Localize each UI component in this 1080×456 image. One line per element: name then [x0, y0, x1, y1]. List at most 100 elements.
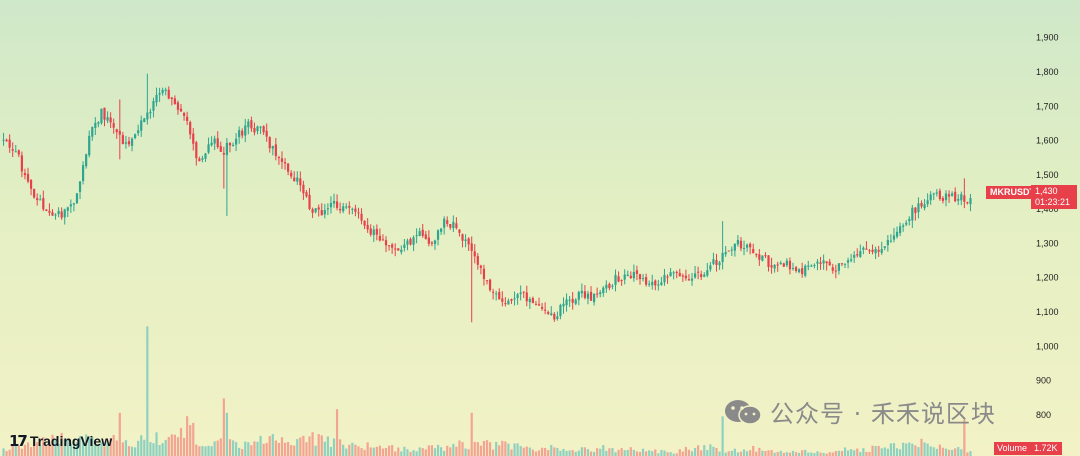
tradingview-logo[interactable]: 17 TradingView	[9, 432, 112, 450]
candle-body	[173, 98, 176, 105]
volume-bar	[381, 448, 385, 456]
volume-bar	[436, 444, 440, 456]
candle-body	[534, 303, 538, 305]
candle-body	[645, 277, 648, 285]
volume-bar	[929, 446, 932, 456]
candle-body	[488, 279, 492, 291]
volume-bar	[605, 450, 608, 456]
volume-bar	[862, 448, 865, 456]
candle-body	[167, 89, 170, 99]
candle-body	[378, 235, 382, 241]
volume-bar	[898, 449, 902, 456]
candle-body	[537, 304, 541, 306]
volume-bar	[317, 434, 320, 456]
volume-bar	[314, 445, 317, 456]
volume-bar	[287, 441, 290, 456]
volume-bar	[458, 440, 461, 456]
volume-bar	[372, 447, 375, 456]
candle-body	[66, 207, 69, 211]
y-tick-label: 900	[1036, 376, 1051, 386]
volume-bar	[433, 448, 437, 456]
candle-body	[271, 146, 274, 149]
volume-bar	[36, 442, 39, 456]
candle-body	[773, 264, 776, 269]
volume-bar	[779, 450, 782, 456]
candle-body	[176, 102, 180, 110]
volume-bar	[651, 451, 654, 456]
candle-body	[853, 254, 856, 258]
candle-body	[455, 223, 458, 228]
y-tick-label: 1,000	[1036, 341, 1059, 351]
volume-bar	[718, 451, 721, 456]
volume-bar	[63, 439, 66, 456]
volume-bar	[693, 448, 697, 456]
volume-bar	[262, 443, 265, 456]
candle-body	[127, 141, 131, 145]
volume-bar	[525, 446, 528, 456]
volume-bar	[210, 446, 213, 456]
candle-body	[14, 151, 17, 153]
candle-body	[807, 265, 810, 267]
candle-body	[623, 274, 626, 280]
candle-body	[238, 130, 241, 138]
candle-body	[354, 208, 357, 212]
volume-bar	[944, 448, 948, 456]
volume-bar	[715, 448, 718, 456]
volume-bar	[920, 438, 923, 456]
candle-body	[372, 229, 375, 236]
candle-body	[620, 279, 623, 281]
volume-bar	[192, 422, 195, 456]
volume-bar	[623, 450, 626, 456]
volume-bar	[770, 450, 773, 456]
candle-body	[745, 244, 749, 248]
volume-bar	[810, 452, 813, 456]
candle-body	[672, 272, 675, 274]
candle-body	[29, 180, 33, 189]
candle-body	[764, 255, 767, 257]
y-tick-label: 1,200	[1036, 273, 1059, 283]
candle-body	[492, 291, 495, 293]
volume-bar	[926, 443, 929, 456]
volume-bar	[290, 445, 293, 456]
volume-bar	[207, 445, 210, 456]
volume-bar	[115, 440, 118, 456]
candle-body	[540, 306, 544, 309]
volume-bar	[669, 452, 672, 456]
volume-bar	[23, 444, 27, 456]
volume-bar	[8, 449, 11, 456]
volume-bar	[409, 451, 412, 456]
volume-bar	[807, 452, 810, 456]
candle-body	[234, 138, 238, 145]
candle-body	[648, 283, 651, 285]
candle-body	[697, 271, 700, 273]
candle-body	[519, 292, 522, 295]
volume-bar	[238, 447, 241, 456]
volume-bar	[149, 442, 152, 456]
candle-body	[596, 293, 599, 295]
candle-body	[146, 112, 149, 120]
volume-bar	[553, 447, 556, 456]
volume-bar	[828, 452, 831, 456]
candle-body	[565, 299, 568, 306]
volume-bar	[155, 432, 158, 456]
candle-body	[804, 265, 807, 276]
candle-body	[663, 274, 666, 283]
candle-body	[920, 202, 923, 207]
candle-body	[394, 248, 397, 250]
volume-bar	[461, 442, 464, 456]
volume-bar	[589, 451, 593, 456]
volume-bar	[608, 448, 611, 456]
candle-body	[963, 195, 966, 202]
candle-body	[302, 184, 305, 194]
volume-bar	[963, 420, 966, 456]
volume-bar	[819, 452, 822, 456]
volume-bar	[351, 442, 354, 456]
volume-bar	[773, 452, 776, 456]
volume-bar	[654, 449, 657, 456]
last-price-badge: 1,430 01:23:21	[1031, 185, 1077, 209]
candle-body	[510, 299, 513, 301]
candle-body	[788, 260, 792, 270]
volume-bar	[635, 451, 639, 456]
candle-body	[332, 200, 336, 204]
candle-body	[675, 271, 678, 273]
